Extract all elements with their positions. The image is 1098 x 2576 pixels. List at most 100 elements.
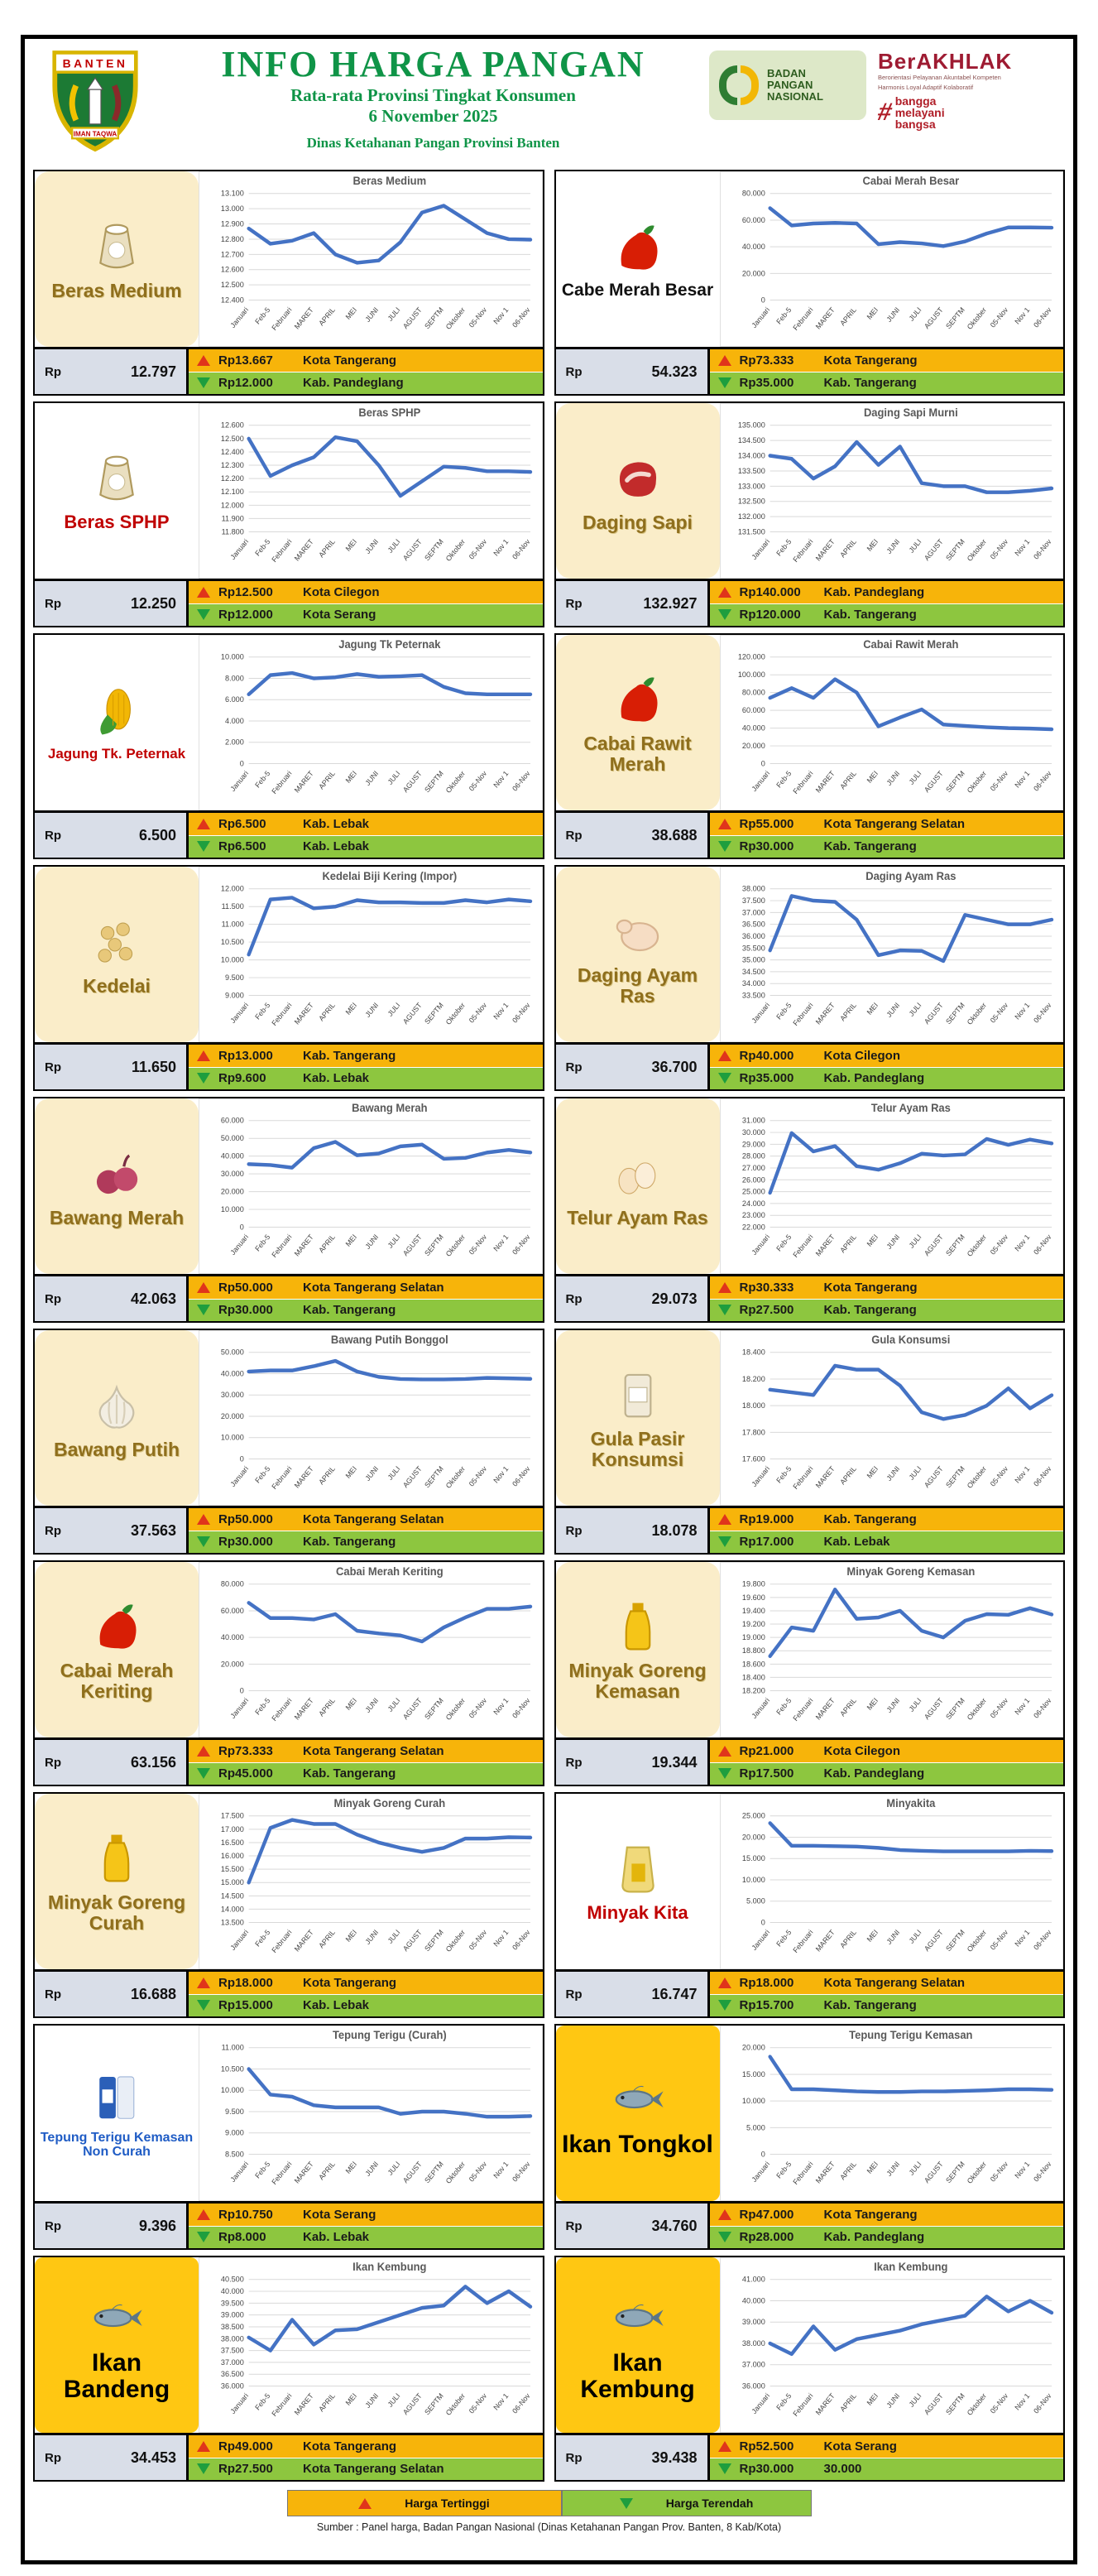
svg-text:05-Nov: 05-Nov [467, 1928, 489, 1952]
avg-price: 37.563 [130, 1521, 176, 1539]
svg-text:12.000: 12.000 [221, 885, 244, 893]
svg-text:Telur Ayam Ras: Telur Ayam Ras [870, 1102, 950, 1114]
commodity-label: Beras Medium [51, 279, 182, 301]
svg-text:Februari: Februari [270, 1001, 293, 1027]
svg-text:Tepung Terigu (Curah): Tepung Terigu (Curah) [333, 2029, 447, 2041]
svg-text:JULI: JULI [907, 769, 923, 786]
lowest-price-row: Rp35.000 Kab. Tangerang [709, 372, 1063, 394]
svg-text:JUNI: JUNI [885, 2160, 901, 2178]
commodity-label: Tepung Terigu Kemasan Non Curah [40, 2130, 194, 2159]
svg-text:APRIL: APRIL [317, 1233, 337, 1254]
svg-text:JULI: JULI [386, 1233, 401, 1250]
svg-text:05-Nov: 05-Nov [988, 1696, 1009, 1720]
svg-text:06-Nov: 06-Nov [1032, 537, 1053, 561]
svg-text:34.000: 34.000 [741, 979, 765, 988]
svg-text:Nov 1: Nov 1 [1013, 305, 1031, 325]
lowest-price-row: Rp30.000 Kab. Tangerang [189, 1531, 543, 1553]
max-location: Kota Serang [823, 2439, 897, 2453]
svg-text:AGUST: AGUST [922, 537, 944, 562]
commodity-card-top: Beras SPHP Beras SPHP 11.800 11.900 12.000 1… [35, 403, 543, 579]
svg-text:38.000: 38.000 [741, 2339, 765, 2348]
svg-text:Feb-5: Feb-5 [774, 1464, 793, 1484]
agency-name: Dinas Ketahanan Pangan Provinsi Banten [306, 135, 560, 151]
commodity-image: Daging Ayam Ras [555, 867, 720, 1042]
svg-text:AGUST: AGUST [401, 537, 424, 562]
svg-text:JUNI: JUNI [363, 2391, 380, 2410]
svg-text:Nov 1: Nov 1 [491, 1464, 510, 1484]
lowest-price-row: Rp45.000 Kab. Tangerang [189, 1762, 543, 1785]
svg-text:11.000: 11.000 [222, 920, 244, 929]
svg-text:APRIL: APRIL [838, 537, 858, 559]
svg-text:06-Nov: 06-Nov [1032, 2391, 1053, 2415]
svg-text:Februari: Februari [791, 769, 814, 795]
svg-text:Oktober: Oktober [444, 1928, 467, 1954]
svg-text:Januari: Januari [228, 1001, 250, 1025]
max-location: Kota Cilegon [823, 1743, 901, 1758]
arrow-up-icon [197, 1050, 210, 1061]
svg-text:JUNI: JUNI [363, 305, 380, 324]
price-chart: Beras Medium 12.400 12.500 12.600 12.700 12.8… [199, 171, 543, 347]
svg-text:Januari: Januari [228, 2160, 250, 2184]
max-price: Rp73.333 [218, 1743, 273, 1758]
svg-text:10.000: 10.000 [221, 1434, 244, 1442]
svg-text:Nov 1: Nov 1 [1013, 2160, 1031, 2180]
svg-text:SEPTM: SEPTM [944, 305, 966, 330]
svg-text:APRIL: APRIL [838, 1233, 858, 1254]
price-chart: Cabai Rawit Merah 0 20.000 40.000 60.000 80.0… [719, 635, 1063, 810]
max-price: Rp13.667 [218, 353, 273, 368]
svg-text:Bawang Merah: Bawang Merah [352, 1102, 427, 1114]
commodity-card-top: Tepung Terigu Kemasan Non Curah Tepung T… [35, 2026, 543, 2201]
svg-text:13.000: 13.000 [221, 204, 244, 213]
svg-text:30.000: 30.000 [221, 1391, 244, 1399]
oil-bottle-icon [609, 1598, 667, 1656]
highest-price-row: Rp12.500 Kota Cilegon [189, 581, 543, 604]
svg-text:40.000: 40.000 [221, 1369, 244, 1377]
commodity-label: Gula Pasir Konsumsi [590, 1428, 685, 1470]
hashtag-icon: # [875, 98, 895, 126]
rice-sack-icon [88, 218, 146, 276]
commodity-card: Beras Medium Beras Medium 12.400 12.500 12.… [33, 170, 544, 396]
svg-text:JULI: JULI [907, 1001, 923, 1018]
svg-text:Oktober: Oktober [965, 1233, 987, 1258]
max-location: Kota Tangerang Selatan [823, 1975, 966, 1990]
svg-text:22.000: 22.000 [741, 1223, 765, 1231]
svg-text:16.000: 16.000 [221, 1852, 244, 1860]
svg-text:APRIL: APRIL [317, 1464, 337, 1486]
svg-text:28.000: 28.000 [741, 1152, 765, 1161]
commodity-image: Bawang Merah [35, 1098, 199, 1274]
svg-text:0: 0 [240, 1223, 244, 1231]
arrow-up-icon [197, 2440, 210, 2452]
svg-text:40.000: 40.000 [741, 243, 765, 251]
max-location: Kota Tangerang Selatan [303, 1743, 444, 1758]
lowest-price-row: Rp15.700 Kab. Tangerang [709, 1994, 1063, 2016]
svg-text:12.200: 12.200 [221, 474, 244, 483]
svg-text:19.600: 19.600 [741, 1593, 765, 1602]
svg-text:JUNI: JUNI [885, 537, 901, 555]
svg-text:MEI: MEI [344, 1696, 358, 1712]
svg-text:40.500: 40.500 [221, 2276, 244, 2284]
commodity-card: Minyak Goreng Kemasan Minyak Goreng Kema… [554, 1560, 1065, 1786]
commodity-image: Telur Ayam Ras [555, 1098, 720, 1274]
min-price: Rp120.000 [739, 608, 801, 622]
svg-text:SEPTM: SEPTM [423, 1928, 445, 1953]
svg-text:Daging Sapi Murni: Daging Sapi Murni [863, 406, 957, 419]
svg-text:10.000: 10.000 [221, 1205, 244, 1214]
svg-text:Feb-5: Feb-5 [253, 1233, 271, 1252]
svg-text:06-Nov: 06-Nov [511, 1001, 532, 1025]
arrow-down-icon [717, 2463, 731, 2475]
svg-text:133.500: 133.500 [737, 467, 765, 475]
svg-text:40.000: 40.000 [741, 2296, 765, 2304]
svg-text:JUNI: JUNI [363, 1233, 380, 1251]
avg-price: 38.688 [651, 826, 698, 843]
bpn-line3: NASIONAL [767, 90, 823, 103]
currency-prefix: Rp [565, 1755, 583, 1770]
min-location: Kab. Tangerang [823, 1303, 917, 1318]
price-chart: Cabai Merah Keriting 0 20.000 40.000 60.000 8… [199, 1562, 543, 1737]
svg-text:17.800: 17.800 [741, 1428, 765, 1436]
commodity-card-top: Bawang Putih Bawang Putih Bonggol 0 10.000… [35, 1330, 543, 1506]
commodity-label: Cabai Merah Keriting [60, 1660, 174, 1702]
svg-text:Nov 1: Nov 1 [1013, 1233, 1031, 1252]
max-location: Kota Tangerang [823, 1280, 918, 1295]
lowest-price-row: Rp30.000 Kab. Tangerang [189, 1299, 543, 1321]
commodity-card-top: Ikan Bandeng Ikan Kembung 36.000 36.500 37.… [35, 2257, 543, 2433]
